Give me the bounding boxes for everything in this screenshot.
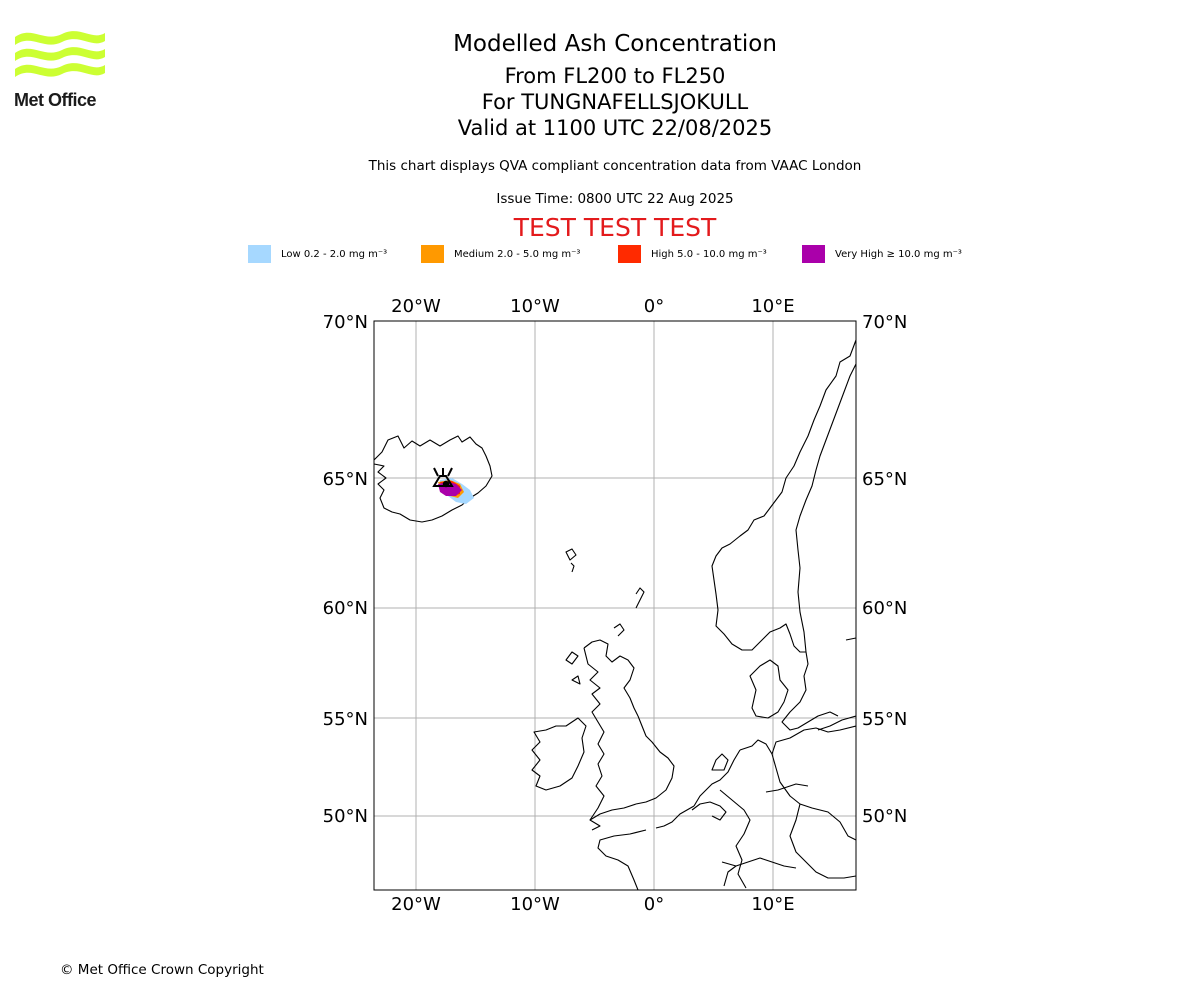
lon-label-top-10w: 10°W <box>510 296 560 317</box>
lon-label-bottom-10e: 10°E <box>751 894 794 915</box>
legend-swatch-high <box>618 245 641 263</box>
lon-label-bottom-10w: 10°W <box>510 894 560 915</box>
coast-orkney <box>613 623 625 637</box>
copyright: © Met Office Crown Copyright <box>60 962 264 978</box>
legend-item-low: Low 0.2 - 2.0 mg m⁻³ <box>248 244 387 264</box>
coast-france-north <box>655 805 695 829</box>
lat-label-left-50n: 50°N <box>323 806 368 827</box>
lat-label-left-55n: 55°N <box>323 709 368 730</box>
coast-hebrides <box>565 651 581 685</box>
coast-shetland <box>635 587 645 609</box>
lon-label-top-10e: 10°E <box>751 296 794 317</box>
lon-label-bottom-20w: 20°W <box>391 894 441 915</box>
legend-swatch-very-high <box>802 245 825 263</box>
met-office-logo: Met Office <box>12 28 108 114</box>
lat-label-left-70n: 70°N <box>323 312 368 333</box>
legend-label-low: Low 0.2 - 2.0 mg m⁻³ <box>281 248 388 260</box>
coast-england-east <box>635 715 675 805</box>
legend-swatch-low <box>248 245 271 263</box>
valid-time: Valid at 1100 UTC 22/08/2025 <box>457 116 773 140</box>
border-country-4 <box>721 857 797 887</box>
legend-item-high: High 5.0 - 10.0 mg m⁻³ <box>618 244 767 264</box>
coast-scotland <box>583 639 639 717</box>
legend-swatch-medium <box>421 245 444 263</box>
coast-france-brittany <box>597 829 647 890</box>
coast-baltic <box>817 637 856 731</box>
lat-label-right-55n: 55°N <box>862 709 907 730</box>
border-country-3 <box>765 783 856 879</box>
flight-level-range: From FL200 to FL250 <box>504 64 726 88</box>
coast-england-south <box>589 803 637 831</box>
coast-ireland <box>531 717 587 791</box>
border-country-5 <box>691 801 727 821</box>
coast-faroes <box>565 548 577 573</box>
lon-label-bottom-0: 0° <box>644 894 664 915</box>
coast-denmark <box>749 659 789 719</box>
lat-label-right-65n: 65°N <box>862 469 907 490</box>
coast-wales-west <box>583 647 605 821</box>
lon-label-top-0: 0° <box>644 296 664 317</box>
border-country-2 <box>771 753 856 841</box>
legend-label-medium: Medium 2.0 - 5.0 mg m⁻³ <box>454 248 581 260</box>
chart-title: Modelled Ash Concentration <box>453 31 777 57</box>
legend-label-high: High 5.0 - 10.0 mg m⁻³ <box>651 248 767 260</box>
legend-item-medium: Medium 2.0 - 5.0 mg m⁻³ <box>421 244 580 264</box>
compliance-note: This chart displays QVA compliant concen… <box>368 158 862 174</box>
test-banner: TEST TEST TEST <box>513 213 717 242</box>
coast-netherlands-germany <box>693 725 856 807</box>
lat-label-left-65n: 65°N <box>323 469 368 490</box>
map-frame <box>373 320 857 891</box>
coast-iceland <box>374 435 493 523</box>
volcano-name: For TUNGNAFELLSJOKULL <box>481 90 749 114</box>
lat-label-right-70n: 70°N <box>862 312 907 333</box>
coastlines <box>374 339 856 890</box>
volcano-icon <box>432 467 454 488</box>
border-country-1 <box>719 789 751 889</box>
lat-label-left-60n: 60°N <box>323 598 368 619</box>
lon-label-top-20w: 20°W <box>391 296 441 317</box>
legend-label-very-high: Very High ≥ 10.0 mg m⁻³ <box>835 248 962 260</box>
map-grid <box>374 321 856 890</box>
coast-norway-east <box>795 363 856 653</box>
coast-sweden-south <box>781 651 839 731</box>
coast-norway <box>711 339 856 653</box>
ash-concentration-layer <box>438 478 474 504</box>
lat-label-right-50n: 50°N <box>862 806 907 827</box>
legend-item-very-high: Very High ≥ 10.0 mg m⁻³ <box>802 244 962 264</box>
met-office-wave-icon <box>15 31 105 77</box>
met-office-logo-text: Met Office <box>14 90 97 110</box>
lat-label-right-60n: 60°N <box>862 598 907 619</box>
coast-netherlands <box>711 753 729 771</box>
issue-time: Issue Time: 0800 UTC 22 Aug 2025 <box>496 191 734 207</box>
